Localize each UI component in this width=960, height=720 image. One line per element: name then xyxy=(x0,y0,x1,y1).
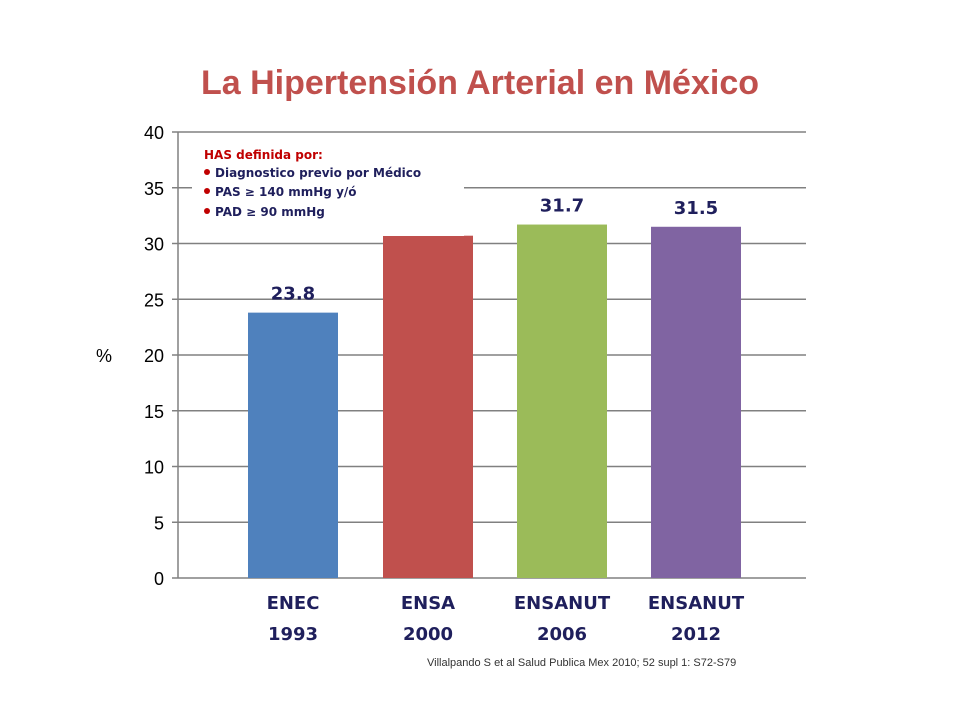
bullet-icon xyxy=(204,168,210,175)
source-citation: Villalpando S et al Salud Publica Mex 20… xyxy=(427,657,737,669)
y-tick-label: 25 xyxy=(144,290,164,310)
y-tick-label: 40 xyxy=(144,123,164,143)
bullet-icon xyxy=(204,207,210,214)
bar xyxy=(383,235,473,578)
x-tick-label: 2000 xyxy=(403,624,453,645)
y-tick-label: 10 xyxy=(144,458,164,478)
bar xyxy=(248,312,338,578)
y-axis-label: % xyxy=(96,346,112,366)
data-label: 31.5 xyxy=(674,198,718,219)
bullet-icon xyxy=(204,187,210,194)
y-tick-label: 30 xyxy=(144,235,164,255)
data-label: 31.7 xyxy=(540,196,584,217)
y-tick-label: 5 xyxy=(154,513,164,533)
annotation-title: HAS definida por: xyxy=(204,148,323,162)
data-label: 23.8 xyxy=(271,284,315,305)
y-tick-label: 15 xyxy=(144,402,164,422)
x-tick-label: ENEC xyxy=(267,593,320,614)
x-tick-label: 2012 xyxy=(671,624,721,645)
definition-annotation: HAS definida por: Diagnostico previo por… xyxy=(192,140,464,236)
bar xyxy=(651,226,741,578)
x-tick-label: 1993 xyxy=(268,624,318,645)
annotation-item: Diagnostico previo por Médico xyxy=(204,166,421,180)
annotation-item: PAS ≥ 140 mmHg y/ó xyxy=(204,185,357,199)
annotation-item-label: PAD ≥ 90 mmHg xyxy=(215,205,325,219)
x-tick-label: ENSANUT xyxy=(648,593,745,614)
x-tick-label: ENSA xyxy=(401,593,455,614)
y-tick-label: 35 xyxy=(144,179,164,199)
chart-title: La Hipertensión Arterial en México xyxy=(201,64,759,102)
annotation-item-label: PAS ≥ 140 mmHg y/ó xyxy=(215,185,357,199)
annotation-item-label: Diagnostico previo por Médico xyxy=(215,166,422,180)
y-tick-label: 20 xyxy=(144,346,164,366)
x-tick-label: ENSANUT xyxy=(514,593,611,614)
x-tick-label: 2006 xyxy=(537,624,587,645)
annotation-item: PAD ≥ 90 mmHg xyxy=(204,205,325,219)
y-tick-label: 0 xyxy=(154,569,164,589)
bar xyxy=(517,224,607,579)
